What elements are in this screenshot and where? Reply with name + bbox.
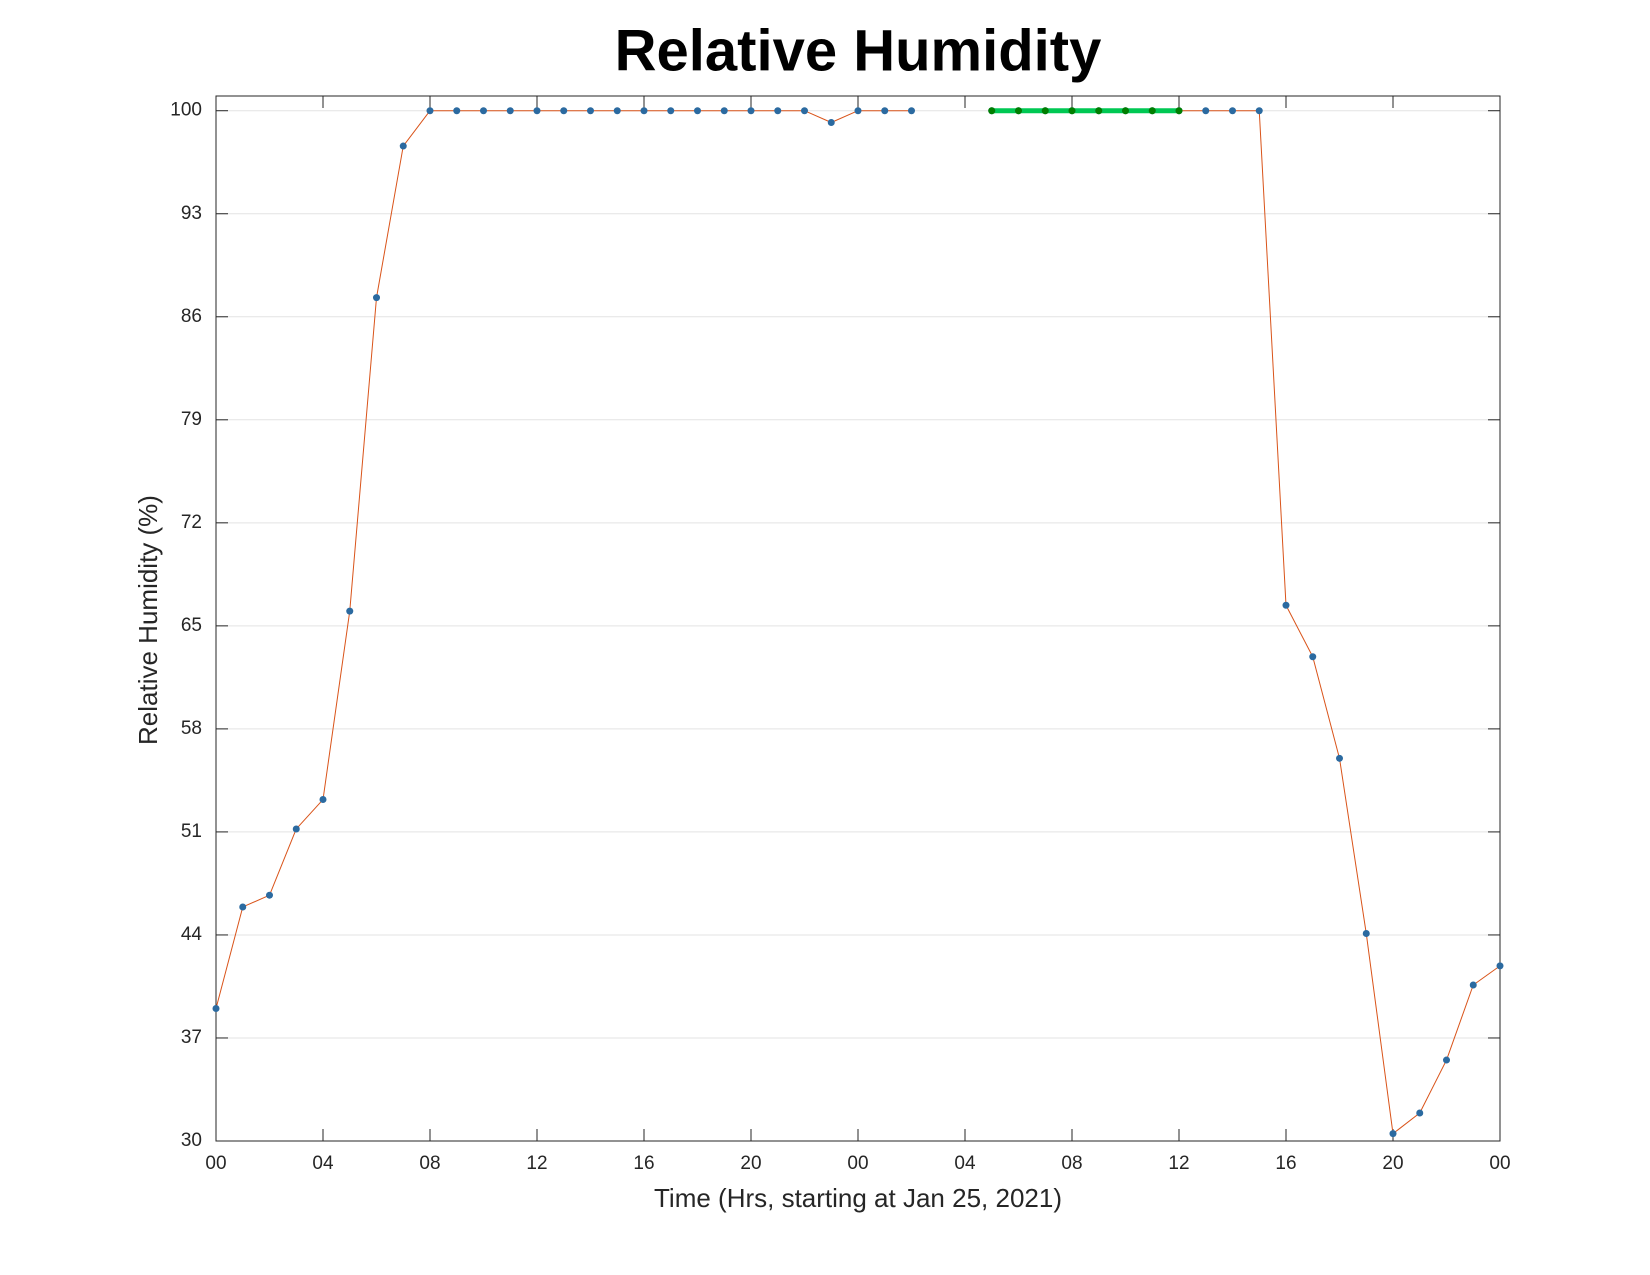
data-point: [319, 796, 327, 804]
y-tick-label: 51: [181, 821, 202, 842]
data-point: [1041, 107, 1049, 115]
y-tick-label: 86: [181, 306, 202, 327]
data-point: [640, 107, 648, 115]
x-tick-label: 08: [419, 1153, 440, 1174]
data-point: [560, 107, 568, 115]
plot-box: [215, 95, 1501, 1142]
x-tick-label: 00: [1489, 1153, 1510, 1174]
x-tick-label: 16: [1275, 1153, 1296, 1174]
data-point: [1416, 1109, 1424, 1117]
data-point: [1496, 962, 1504, 970]
x-tick-label: 00: [847, 1153, 868, 1174]
data-point: [720, 107, 728, 115]
x-tick-label: 12: [1168, 1153, 1189, 1174]
x-tick-label: 20: [1382, 1153, 1403, 1174]
data-point: [667, 107, 675, 115]
data-point: [399, 142, 407, 150]
data-point: [747, 107, 755, 115]
data-point: [881, 107, 889, 115]
data-point: [1443, 1056, 1450, 1064]
data-point: [480, 107, 487, 115]
data-point: [1122, 107, 1129, 115]
data-point: [1148, 107, 1156, 115]
y-tick-label: 65: [181, 615, 202, 636]
data-point: [1336, 754, 1343, 762]
data-point: [1202, 107, 1210, 115]
data-point: [1068, 107, 1076, 115]
data-point: [801, 107, 808, 115]
data-point: [292, 825, 300, 833]
data-point: [1469, 981, 1477, 989]
y-tick-label: 72: [181, 512, 202, 533]
data-point: [1255, 107, 1263, 115]
y-tick-label: 58: [181, 718, 202, 739]
data-point: [346, 607, 354, 615]
y-tick-label: 44: [181, 924, 203, 945]
x-tick-label: 04: [312, 1153, 334, 1174]
x-tick-label: 08: [1061, 1153, 1082, 1174]
x-tick-label: 12: [526, 1153, 547, 1174]
data-point: [908, 107, 915, 115]
y-tick-label: 100: [170, 100, 202, 121]
data-point: [453, 107, 461, 115]
x-tick-label: 20: [740, 1153, 761, 1174]
data-point: [774, 107, 782, 115]
data-point: [1015, 107, 1022, 115]
data-point: [854, 107, 862, 115]
series-line: [215, 110, 1501, 1135]
data-point: [266, 891, 273, 899]
data-point: [1229, 107, 1236, 115]
x-tick-label: 16: [633, 1153, 654, 1174]
data-point: [373, 294, 380, 302]
y-tick-label: 37: [181, 1027, 202, 1048]
data-point: [1362, 929, 1370, 937]
y-axis-label: Relative Humidity (%): [133, 495, 163, 745]
x-tick-label: 00: [205, 1153, 226, 1174]
data-point: [533, 107, 541, 115]
y-tick-label: 93: [181, 203, 202, 224]
data-point: [239, 903, 247, 911]
data-point: [1175, 107, 1183, 115]
data-point: [587, 107, 594, 115]
data-point: [827, 118, 835, 126]
data-point: [1389, 1130, 1397, 1138]
x-axis-label: Time (Hrs, starting at Jan 25, 2021): [654, 1183, 1062, 1213]
y-tick-label: 30: [181, 1130, 202, 1151]
data-point: [506, 107, 514, 115]
data-point: [694, 107, 701, 115]
data-point: [1309, 653, 1317, 661]
data-point: [988, 107, 996, 115]
data-point: [1282, 601, 1290, 609]
data-point: [426, 107, 434, 115]
y-tick-label: 79: [181, 409, 202, 430]
data-point: [212, 1005, 220, 1013]
x-tick-label: 04: [954, 1153, 976, 1174]
data-point: [1095, 107, 1103, 115]
chart-title: Relative Humidity: [615, 18, 1102, 83]
data-point: [613, 107, 621, 115]
